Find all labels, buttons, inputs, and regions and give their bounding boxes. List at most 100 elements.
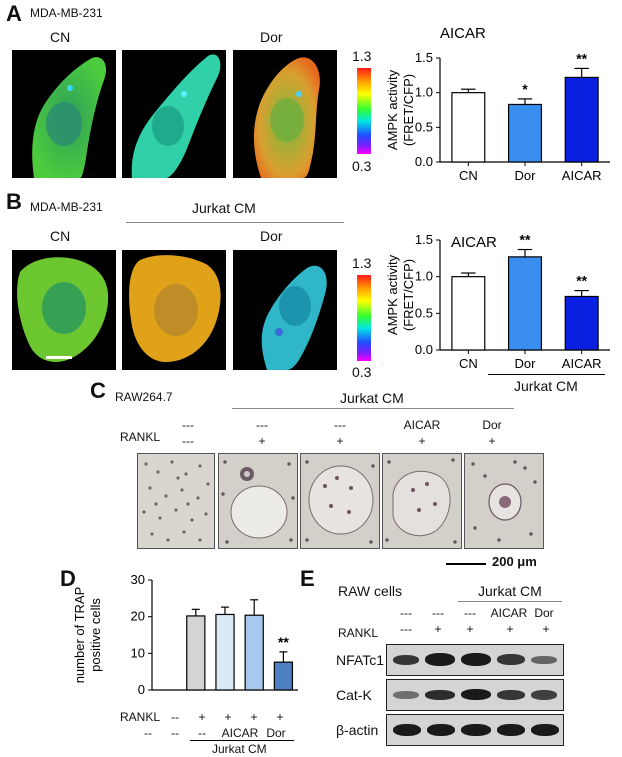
- panel-c-group: Jurkat CM: [340, 390, 404, 406]
- chart-b-y-tick-label: 1.0: [415, 269, 433, 284]
- chart-a-title: AICAR: [440, 25, 486, 42]
- blot-band: [425, 653, 455, 666]
- chart-d-significance-mark: **: [278, 634, 289, 650]
- chart-b-significance-mark: **: [576, 273, 587, 289]
- panel-c-group-line: [232, 408, 514, 409]
- panel-e-treat-2: ---: [432, 606, 444, 620]
- panel-b-label-dor: Dor: [260, 228, 283, 244]
- blot-band: [461, 653, 491, 666]
- panel-e-rankl-3: +: [466, 622, 474, 636]
- panel-a-colorbar-max: 1.3: [352, 48, 372, 64]
- chart-a-y-tick-label: 1.0: [415, 85, 433, 100]
- panel-d-group-line: [190, 740, 294, 741]
- chart-b-bar: [564, 295, 599, 351]
- panel-b-cell-image-2: [122, 250, 226, 370]
- chart-b-x-tick-label: CN: [459, 356, 478, 371]
- blot-label-catk: Cat-K: [336, 687, 372, 703]
- panel-c-scale-label: 200 μm: [492, 554, 537, 569]
- chart-a-y-label: AMPK activity: [385, 69, 400, 150]
- panel-c-rankl-4: +: [418, 434, 426, 448]
- panel-d-group: Jurkat CM: [212, 742, 267, 756]
- panel-a-label-dor: Dor: [260, 29, 283, 45]
- blot-band: [393, 724, 421, 736]
- blot-label-nfatc1: NFATc1: [336, 652, 384, 668]
- panel-a-letter: A: [6, 1, 22, 26]
- panel-b-colorbar-min: 0.3: [352, 364, 372, 380]
- chart-b-y-label: (FRET/CFP): [401, 259, 416, 331]
- chart-d-y-tick-label: 30: [131, 572, 145, 587]
- blot-band: [393, 655, 419, 665]
- blot-catk: [386, 679, 564, 711]
- chart-a-y-label: (FRET/CFP): [401, 74, 416, 146]
- panel-a-cell-line: MDA-MB-231: [30, 6, 103, 20]
- panel-d-rankl-3: +: [224, 710, 232, 724]
- panel-b-group-line: [126, 222, 344, 223]
- panel-d-treat-3: --: [198, 726, 206, 740]
- chart-b-significance-mark: **: [520, 232, 531, 248]
- chart-d-y-tick-label: 10: [131, 645, 145, 660]
- chart-d-bar: [186, 615, 206, 691]
- chart-b-bar: [507, 256, 543, 351]
- panel-d-treat-1: --: [144, 726, 152, 740]
- chart-b-bar: [451, 276, 486, 351]
- panel-b-cell-image-cn: [12, 250, 116, 370]
- blot-band: [393, 691, 419, 699]
- panel-d-treat-4: AICAR: [221, 726, 259, 740]
- chart-b-x-tick-label: Dor: [515, 356, 537, 371]
- panel-b-colorbar-max: 1.3: [352, 255, 372, 271]
- panel-d-rankl-1: --: [171, 710, 179, 724]
- panel-e-treat-4: AICAR: [490, 606, 528, 620]
- chart-d-bar: [215, 613, 235, 691]
- chart-b-y-tick-label: 0.5: [415, 305, 433, 320]
- blot-band: [497, 690, 525, 700]
- chart-d-y-label: positive cells: [88, 598, 103, 672]
- panel-d-rankl-label: RANKL: [120, 710, 161, 724]
- chart-a-y-tick-label: 0.0: [415, 154, 433, 169]
- chart-b-y-label: AMPK activity: [385, 254, 400, 335]
- panel-e-rankl-label: RANKL: [338, 626, 379, 640]
- panel-c-treat-1: ---: [182, 418, 194, 432]
- trap-image-5: [464, 453, 544, 549]
- chart-a-significance-mark: **: [576, 50, 587, 66]
- blot-band: [531, 656, 557, 664]
- panel-a-colorbar-min: 0.3: [352, 158, 372, 174]
- panel-c-letter: C: [90, 378, 106, 403]
- panel-b-chart-group: Jurkat CM: [514, 378, 578, 394]
- panel-a-colorbar: [357, 68, 371, 154]
- panel-a-cell-image-cn: [12, 50, 116, 178]
- panel-a-cell-image-dor: [233, 50, 337, 178]
- panel-e-rankl-1: ---: [400, 622, 412, 636]
- panel-c-rankl-3: +: [336, 434, 344, 448]
- panel-b-group: Jurkat CM: [192, 200, 256, 216]
- panel-c-rankl-1: ---: [182, 434, 194, 448]
- panel-e-rankl-2: +: [434, 622, 442, 636]
- blot-band: [531, 724, 559, 736]
- panel-c-treat-2: ---: [256, 418, 268, 432]
- blot-band: [427, 724, 455, 736]
- panel-b-letter: B: [6, 189, 22, 214]
- panel-d-rankl-4: +: [250, 710, 258, 724]
- blot-band: [425, 690, 455, 700]
- panel-d-rankl-2: +: [198, 710, 206, 724]
- panel-c-cell-line: RAW264.7: [115, 390, 173, 404]
- panel-c-treat-5: Dor: [482, 418, 502, 432]
- panel-a-chart: 0.0 0.5 1.0 1.5 AMPK activity (FRET/CFP) CN * Do…: [385, 25, 610, 183]
- chart-d-bar: [244, 614, 264, 691]
- blot-band: [497, 724, 525, 736]
- panel-d-treat-2: --: [171, 726, 179, 740]
- trap-image-4: [382, 453, 462, 549]
- panel-e-treat-1: ---: [400, 606, 412, 620]
- chart-a-y-tick-label: 1.5: [415, 50, 433, 65]
- blot-label-bactin: β-actin: [336, 722, 379, 738]
- panel-e-group: Jurkat CM: [478, 583, 542, 599]
- chart-a-y-tick-label: 0.5: [415, 119, 433, 134]
- chart-b-y-tick-label: 1.5: [415, 232, 433, 247]
- panel-c-treat-4: AICAR: [403, 418, 441, 432]
- panel-d-rankl-5: +: [276, 710, 284, 724]
- blot-band: [531, 690, 557, 700]
- panel-e-treat-5: Dor: [534, 606, 554, 620]
- chart-a-significance-mark: *: [522, 81, 528, 97]
- blot-band: [497, 654, 525, 665]
- chart-d-y-tick-label: 0: [138, 682, 145, 697]
- panel-e-treat-3: ---: [464, 606, 476, 620]
